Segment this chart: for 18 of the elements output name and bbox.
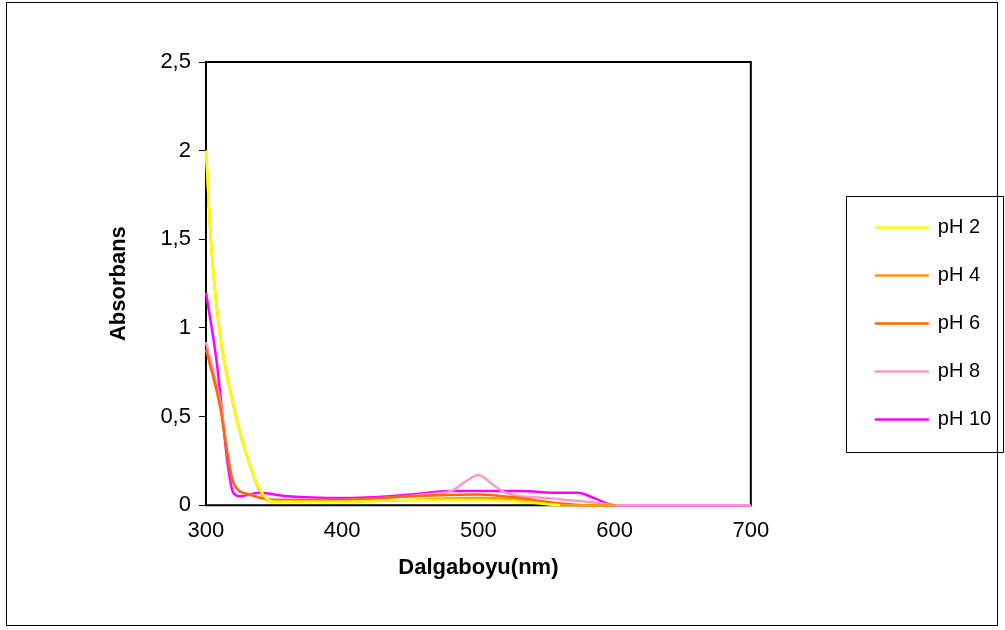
y-tick-label: 0,5	[160, 402, 191, 428]
y-tick-label: 2	[178, 136, 191, 162]
x-axis-title: Dalgaboyu(nm)	[398, 553, 559, 579]
x-tick-label: 600	[596, 517, 633, 543]
x-tick-label: 400	[323, 517, 361, 543]
y-tick-label: 2,5	[160, 48, 191, 74]
y-tick-label: 1,5	[160, 225, 191, 251]
x-tick-label: 500	[460, 517, 497, 543]
y-tick-label: 1	[178, 313, 191, 339]
y-tick-label: 0	[178, 491, 191, 517]
y-axis-title: Absorbans	[105, 226, 131, 342]
legend-label: pH 2	[937, 215, 981, 238]
legend-label: pH 4	[937, 263, 981, 286]
x-tick-label: 700	[732, 517, 770, 543]
legend-label: pH 8	[937, 359, 981, 382]
x-tick-label: 300	[187, 517, 225, 543]
legend-label: pH 6	[937, 311, 981, 334]
legend-label: pH 10	[937, 407, 992, 430]
